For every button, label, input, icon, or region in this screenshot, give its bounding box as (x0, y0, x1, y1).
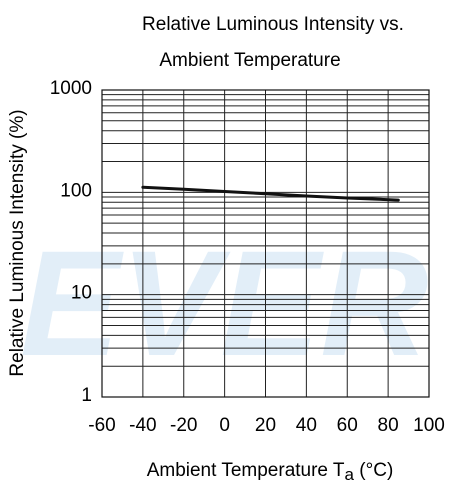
x-axis-label-main: Ambient Temperature T (147, 460, 345, 481)
series-line (141, 185, 400, 202)
x-tick-label: 20 (255, 415, 276, 436)
y-tick-label: 1000 (50, 78, 92, 99)
plot-frame (101, 89, 430, 398)
chart-title: Relative Luminous Intensity vs. (142, 14, 404, 35)
x-tick-label: 80 (378, 415, 399, 436)
x-tick-label: 40 (296, 415, 317, 436)
x-tick-label: -20 (170, 415, 197, 436)
y-tick-label: 100 (60, 180, 92, 201)
series-group (141, 185, 400, 202)
x-axis-label-unit: (°C) (354, 460, 393, 481)
y-tick-label: 10 (71, 283, 92, 304)
x-tick-label: 60 (337, 415, 358, 436)
x-tick-label: -60 (88, 415, 115, 436)
x-tick-label: 100 (413, 415, 445, 436)
y-tick-label: 1 (81, 385, 92, 406)
tick-labels: -60 -40 -20 0 20 40 60 80 100 1 10 100 1000 (50, 78, 445, 436)
chart-subtitle: Ambient Temperature (159, 50, 340, 71)
x-axis-label: Ambient Temperature Ta (°C) (147, 460, 394, 484)
y-axis-label: Relative Luminous Intensity (%) (7, 109, 28, 376)
x-tick-label: 0 (219, 415, 230, 436)
x-tick-label: -40 (129, 415, 156, 436)
x-axis-label-subscript: a (345, 465, 355, 484)
